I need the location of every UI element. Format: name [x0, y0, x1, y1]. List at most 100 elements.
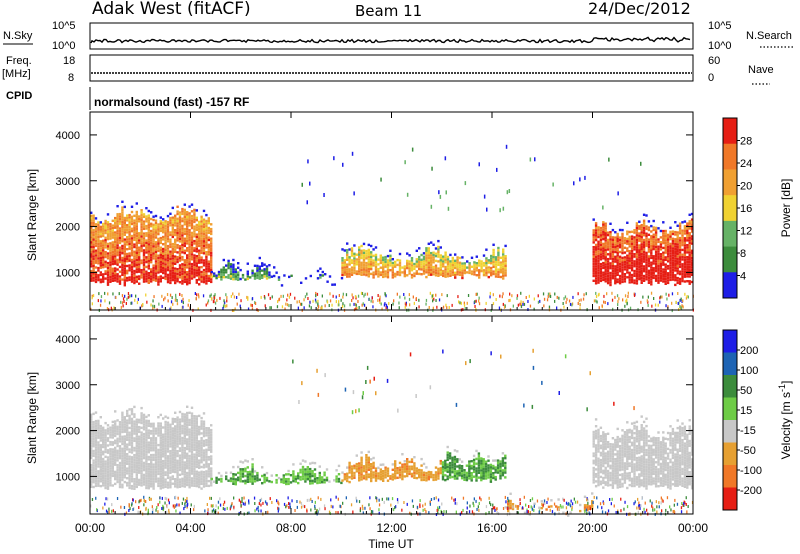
power-cell — [473, 261, 476, 264]
power-cell — [166, 214, 170, 218]
velocity-cell — [116, 466, 119, 469]
power-cell — [609, 276, 612, 279]
power-cell — [128, 254, 131, 258]
power-cell — [97, 259, 100, 263]
power-noise — [463, 303, 466, 307]
power-cell — [360, 254, 363, 257]
power-cell — [202, 235, 206, 238]
power-cell — [418, 267, 421, 271]
power-cell — [111, 234, 114, 237]
power-cell — [99, 228, 102, 231]
power-noise — [315, 300, 317, 304]
velocity-cell — [193, 465, 196, 468]
power-cell — [186, 235, 189, 238]
power-cell — [633, 281, 636, 285]
power-cell — [621, 271, 624, 274]
power-cell — [200, 266, 203, 269]
power-cell — [123, 221, 126, 224]
velocity-cell — [176, 426, 179, 429]
power-cell — [666, 267, 670, 270]
velocity-cell — [174, 461, 177, 464]
power-cell — [140, 235, 143, 238]
power-cell — [138, 268, 141, 271]
velocity-cell — [166, 435, 170, 439]
power-cell — [135, 213, 138, 216]
power-cell — [442, 257, 445, 261]
power-cell — [482, 261, 486, 265]
velocity-cell — [225, 471, 228, 474]
nave-tick-top: 60 — [708, 55, 720, 67]
power-cell — [186, 278, 189, 281]
power-cell — [234, 270, 237, 274]
velocity-cell — [106, 458, 110, 462]
power-cell — [642, 258, 646, 261]
power-cell — [159, 253, 162, 257]
velocity-cell — [174, 442, 177, 445]
colorbar-tick-label: 24 — [740, 158, 752, 170]
power-cell — [602, 223, 605, 226]
power-cell — [140, 230, 143, 233]
velocity-cell — [145, 470, 148, 473]
power-cell — [162, 257, 165, 260]
power-cell — [451, 273, 454, 276]
velocity-cell — [154, 475, 158, 478]
velocity-cell — [109, 472, 112, 475]
power-cell — [681, 270, 684, 273]
power-cell — [126, 248, 129, 251]
power-cell — [154, 233, 158, 237]
power-cell — [104, 239, 107, 242]
velocity-cell — [183, 442, 186, 445]
velocity-cell — [166, 431, 170, 434]
power-noise — [564, 295, 567, 299]
power-cell — [116, 217, 119, 221]
power-cell — [198, 237, 201, 240]
power-cell — [135, 222, 138, 226]
power-noise — [681, 300, 683, 303]
power-cell — [657, 267, 660, 270]
power-cell — [106, 225, 110, 229]
power-noise — [679, 305, 681, 308]
power-cell — [604, 248, 607, 252]
power-cell — [674, 242, 677, 246]
power-noise — [308, 304, 311, 308]
power-cell — [638, 244, 641, 247]
power-cell — [92, 279, 95, 282]
power-noise — [425, 298, 428, 302]
velocity-cell — [164, 432, 167, 436]
power-cell — [106, 221, 110, 224]
power-cell — [210, 223, 213, 226]
power-noise — [137, 297, 139, 301]
power-cell — [200, 280, 203, 283]
velocity-cell — [200, 461, 203, 464]
velocity-cell — [138, 421, 141, 424]
power-cell — [200, 242, 203, 245]
power-cell — [92, 269, 95, 273]
power-noise — [363, 294, 365, 298]
power-cell — [135, 249, 138, 252]
velocity-cell — [265, 476, 269, 480]
velocity-cell — [90, 464, 93, 467]
velocity-cell — [202, 485, 206, 488]
velocity-cell — [123, 456, 126, 460]
velocity-cell — [97, 446, 100, 449]
velocity-cell — [109, 467, 112, 470]
power-cell — [150, 270, 153, 273]
power-cell — [410, 257, 414, 260]
power-cell — [669, 269, 672, 272]
power-cell — [188, 274, 191, 277]
power-noise — [277, 300, 279, 304]
power-cell — [370, 272, 373, 276]
power-cell — [609, 271, 612, 275]
power-cell — [659, 265, 663, 268]
power-cell — [611, 257, 615, 261]
power-cell — [473, 266, 476, 269]
power-cell — [413, 265, 416, 268]
power-speckle — [486, 207, 488, 212]
power-cell — [207, 250, 210, 254]
power-cell — [111, 229, 114, 232]
power-cell — [116, 237, 119, 240]
power-cell — [638, 277, 641, 281]
power-cell — [386, 271, 390, 274]
power-cell — [688, 241, 691, 245]
power-cell — [664, 265, 667, 269]
